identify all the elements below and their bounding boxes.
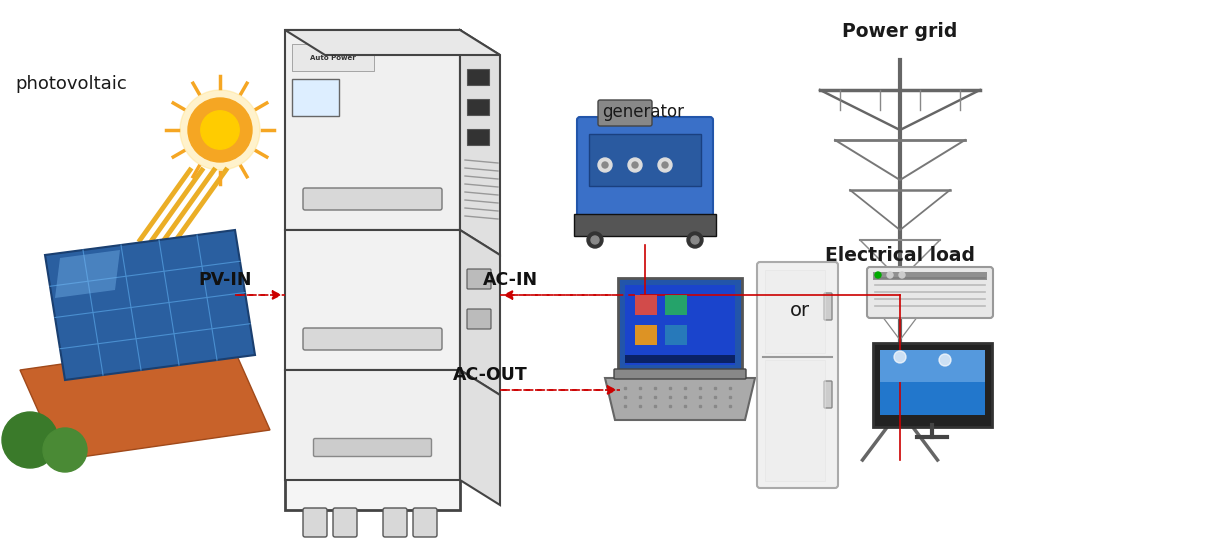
- FancyBboxPatch shape: [614, 369, 746, 379]
- Circle shape: [692, 236, 699, 244]
- FancyBboxPatch shape: [332, 508, 357, 537]
- Circle shape: [663, 162, 669, 168]
- FancyBboxPatch shape: [285, 30, 459, 510]
- FancyBboxPatch shape: [303, 328, 442, 350]
- FancyBboxPatch shape: [825, 293, 832, 320]
- FancyBboxPatch shape: [880, 350, 985, 415]
- FancyBboxPatch shape: [873, 343, 993, 427]
- FancyBboxPatch shape: [467, 99, 488, 115]
- FancyBboxPatch shape: [293, 44, 374, 71]
- FancyBboxPatch shape: [303, 188, 442, 210]
- Circle shape: [602, 162, 608, 168]
- FancyBboxPatch shape: [574, 214, 716, 236]
- Polygon shape: [459, 370, 501, 505]
- Polygon shape: [459, 30, 501, 255]
- FancyBboxPatch shape: [467, 309, 491, 329]
- FancyBboxPatch shape: [313, 439, 432, 457]
- Text: or: or: [789, 300, 810, 319]
- Circle shape: [899, 272, 906, 278]
- FancyBboxPatch shape: [285, 230, 459, 370]
- Circle shape: [180, 90, 260, 170]
- FancyBboxPatch shape: [635, 295, 656, 315]
- Text: AC-IN: AC-IN: [482, 271, 538, 289]
- FancyBboxPatch shape: [765, 270, 825, 353]
- Circle shape: [893, 351, 906, 363]
- FancyBboxPatch shape: [413, 508, 436, 537]
- FancyBboxPatch shape: [467, 129, 488, 145]
- FancyBboxPatch shape: [880, 350, 985, 382]
- FancyBboxPatch shape: [285, 30, 459, 230]
- FancyBboxPatch shape: [635, 325, 656, 345]
- Circle shape: [2, 412, 58, 468]
- FancyBboxPatch shape: [577, 117, 713, 233]
- Circle shape: [627, 158, 642, 172]
- FancyBboxPatch shape: [598, 100, 652, 126]
- Circle shape: [939, 354, 951, 366]
- Circle shape: [887, 272, 893, 278]
- Circle shape: [591, 236, 598, 244]
- Polygon shape: [54, 250, 120, 298]
- FancyBboxPatch shape: [589, 134, 701, 186]
- FancyBboxPatch shape: [303, 508, 326, 537]
- Polygon shape: [45, 230, 255, 380]
- Polygon shape: [604, 378, 754, 420]
- Circle shape: [658, 158, 672, 172]
- FancyBboxPatch shape: [467, 69, 488, 85]
- FancyBboxPatch shape: [625, 285, 735, 365]
- FancyBboxPatch shape: [467, 269, 491, 289]
- FancyBboxPatch shape: [383, 508, 407, 537]
- FancyBboxPatch shape: [285, 370, 459, 480]
- Polygon shape: [459, 230, 501, 395]
- Polygon shape: [21, 340, 270, 460]
- Circle shape: [687, 232, 702, 248]
- FancyBboxPatch shape: [867, 267, 993, 318]
- Polygon shape: [285, 30, 501, 55]
- Text: AC-OUT: AC-OUT: [452, 366, 527, 384]
- Circle shape: [598, 158, 612, 172]
- Text: Power grid: Power grid: [843, 22, 958, 41]
- FancyBboxPatch shape: [618, 278, 742, 372]
- FancyBboxPatch shape: [765, 360, 825, 481]
- FancyBboxPatch shape: [825, 381, 832, 408]
- Text: photovoltaic: photovoltaic: [15, 75, 127, 93]
- FancyBboxPatch shape: [665, 325, 687, 345]
- Circle shape: [189, 98, 251, 162]
- Text: Auto Power: Auto Power: [311, 55, 355, 61]
- Circle shape: [44, 428, 87, 472]
- Text: generator: generator: [602, 103, 684, 121]
- Circle shape: [875, 272, 881, 278]
- Text: PV-IN: PV-IN: [198, 271, 251, 289]
- Circle shape: [201, 111, 239, 149]
- Circle shape: [632, 162, 638, 168]
- FancyBboxPatch shape: [757, 262, 838, 488]
- FancyBboxPatch shape: [873, 272, 987, 280]
- FancyBboxPatch shape: [665, 295, 687, 315]
- Circle shape: [588, 232, 603, 248]
- FancyBboxPatch shape: [293, 79, 339, 116]
- Text: Electrical load: Electrical load: [825, 245, 974, 264]
- FancyBboxPatch shape: [625, 355, 735, 363]
